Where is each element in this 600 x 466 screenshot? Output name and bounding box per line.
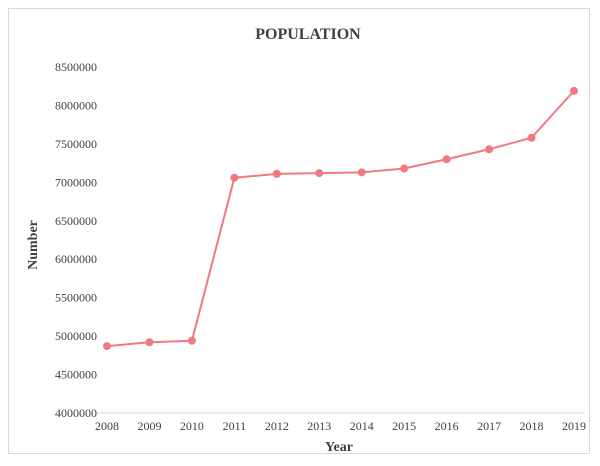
x-tick-label: 2014 xyxy=(350,419,374,433)
y-axis-ticks: 4000000 4500000 5000000 5500000 6000000 65000… xyxy=(55,60,97,420)
data-point xyxy=(442,155,451,164)
data-point xyxy=(103,342,111,351)
y-tick-label: 7500000 xyxy=(55,137,97,151)
y-tick-label: 6000000 xyxy=(55,252,97,266)
data-point xyxy=(527,133,536,142)
x-axis-title: Year xyxy=(325,440,353,455)
y-tick-label: 6500000 xyxy=(55,214,97,228)
data-point xyxy=(230,173,239,182)
x-tick-label: 2016 xyxy=(435,419,459,433)
data-point xyxy=(485,145,494,154)
y-tick-label: 8500000 xyxy=(55,60,97,74)
x-axis-ticks: 2008 2009 2010 2011 2012 2013 2014 2015 2016 2017… xyxy=(95,419,586,433)
y-tick-label: 5500000 xyxy=(55,291,97,305)
y-tick-label: 4500000 xyxy=(55,368,97,382)
y-tick-label: 8000000 xyxy=(55,98,97,112)
data-point xyxy=(187,336,196,345)
x-tick-label: 2010 xyxy=(180,419,204,433)
chart-frame: POPULATION 4000000 4500000 5000000 5500000 6… xyxy=(8,8,590,455)
x-tick-label: 2018 xyxy=(520,419,544,433)
data-point xyxy=(400,164,409,173)
data-point xyxy=(570,86,578,95)
data-point xyxy=(272,169,281,178)
y-tick-label: 7000000 xyxy=(55,175,97,189)
data-point xyxy=(315,169,324,178)
x-tick-label: 2008 xyxy=(95,419,119,433)
data-point xyxy=(357,168,366,177)
y-tick-label: 4000000 xyxy=(55,406,97,420)
line-chart: POPULATION 4000000 4500000 5000000 5500000 6… xyxy=(26,26,586,455)
x-tick-label: 2011 xyxy=(223,419,247,433)
x-tick-label: 2009 xyxy=(137,419,161,433)
chart-title: POPULATION xyxy=(255,26,361,43)
x-tick-label: 2013 xyxy=(307,419,331,433)
x-tick-label: 2017 xyxy=(477,419,501,433)
y-tick-label: 5000000 xyxy=(55,329,97,343)
x-tick-label: 2019 xyxy=(562,419,586,433)
x-tick-label: 2012 xyxy=(265,419,289,433)
data-point xyxy=(145,338,154,347)
series-line xyxy=(106,90,575,348)
series-layer xyxy=(103,86,578,351)
y-axis-title: Number xyxy=(26,220,41,270)
x-tick-label: 2015 xyxy=(392,419,416,433)
